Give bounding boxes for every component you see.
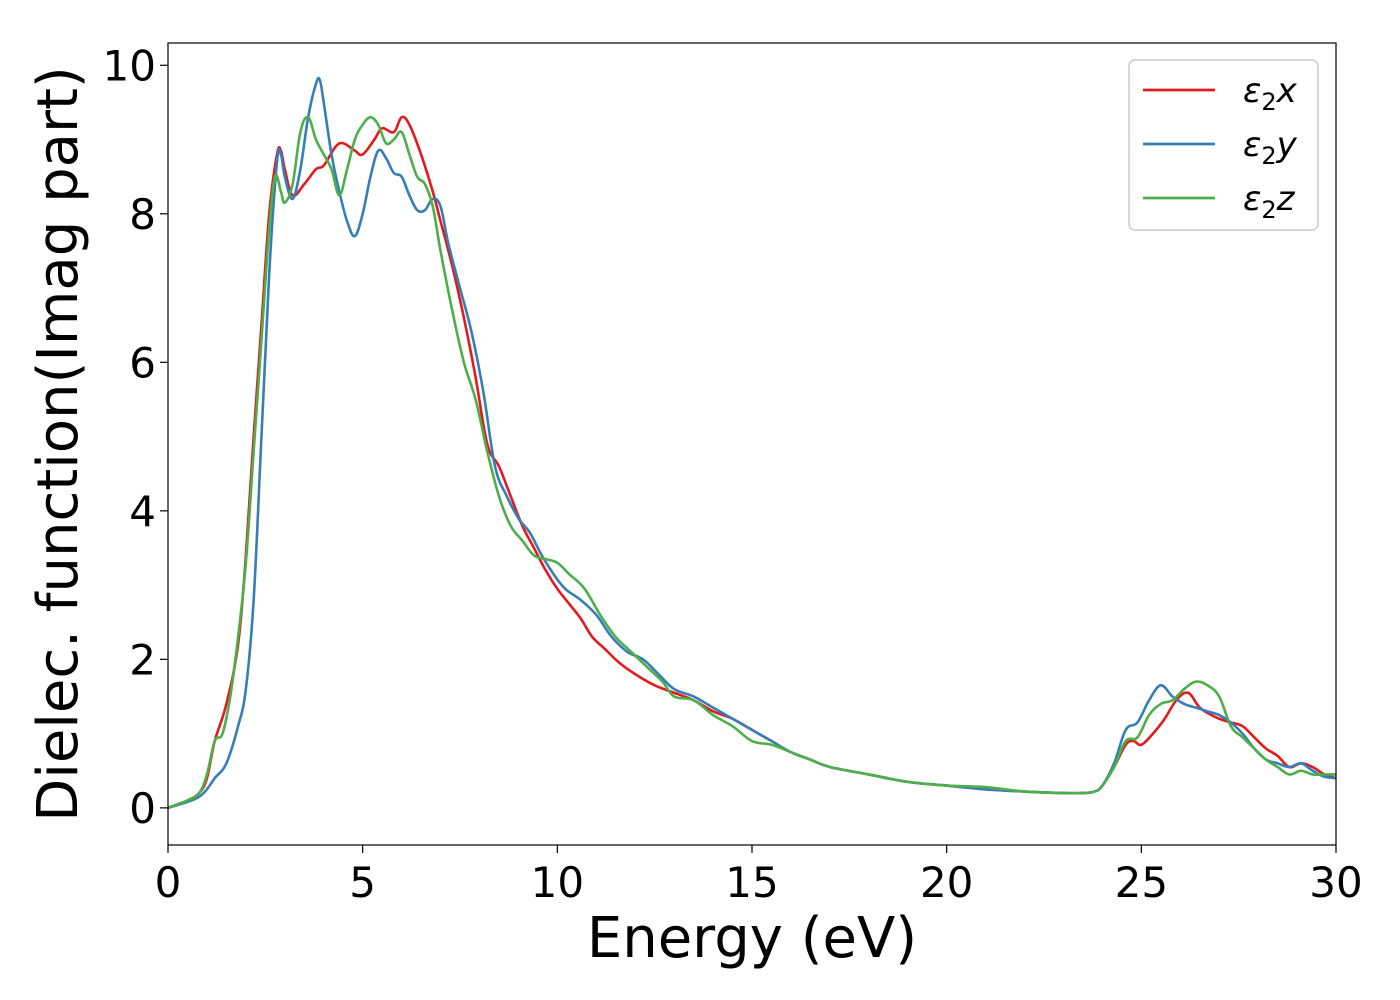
legend: ε2x ε2y ε2z <box>1128 59 1319 231</box>
x-tick-label: 15 <box>725 858 778 907</box>
x-tick-label: 5 <box>349 858 376 907</box>
series-line-x <box>168 115 1336 810</box>
y-axis-ticks: 0 2 4 6 8 10 <box>103 41 168 833</box>
legend-label-y: ε2y <box>1243 125 1298 170</box>
legend-box <box>1128 59 1319 231</box>
x-tick-label: 10 <box>531 858 584 907</box>
legend-label-z: ε2z <box>1243 179 1296 224</box>
y-tick-label: 6 <box>129 338 156 387</box>
x-tick-label: 20 <box>920 858 973 907</box>
x-tick-label: 0 <box>155 858 182 907</box>
y-tick-label: 0 <box>129 784 156 833</box>
y-tick-label: 8 <box>129 190 156 239</box>
y-tick-label: 2 <box>129 635 156 684</box>
legend-label-x: ε2x <box>1243 71 1298 116</box>
series-line-z <box>168 115 1336 810</box>
x-axis-label: Energy (eV) <box>587 906 917 971</box>
y-tick-label: 10 <box>103 41 156 90</box>
y-tick-label: 4 <box>129 487 156 536</box>
series-layer <box>168 76 1336 810</box>
y-axis-label: Dielec. function(Imag part) <box>26 66 91 822</box>
x-tick-label: 30 <box>1309 858 1362 907</box>
x-axis-ticks: 0 5 10 15 20 25 30 <box>155 845 1363 907</box>
x-tick-label: 25 <box>1115 858 1168 907</box>
